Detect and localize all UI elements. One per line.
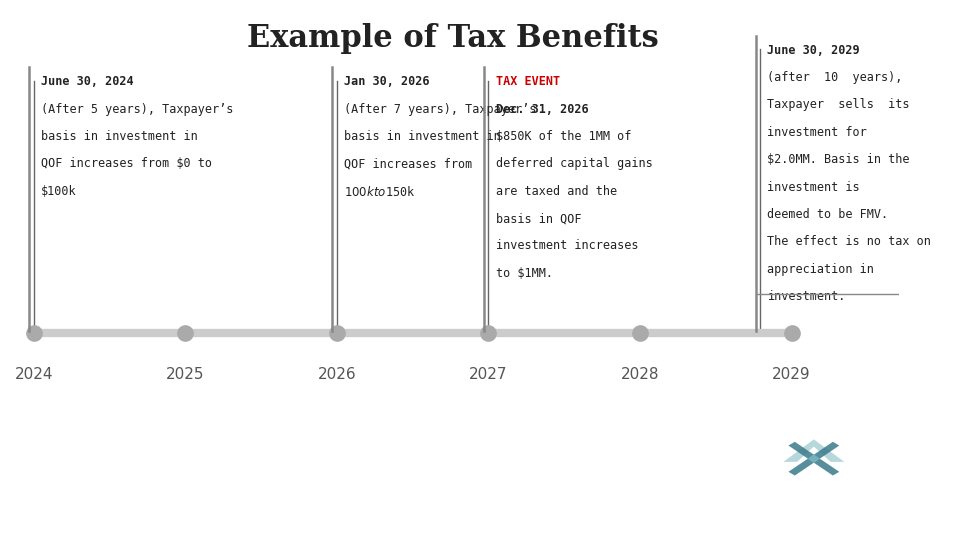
Polygon shape — [788, 442, 839, 476]
Text: are taxed and the: are taxed and the — [495, 185, 616, 198]
Text: June 30, 2029: June 30, 2029 — [767, 44, 860, 57]
Text: $100k: $100k — [41, 185, 77, 198]
Text: (After 7 years), Taxpayer’s: (After 7 years), Taxpayer’s — [344, 103, 537, 116]
Text: basis in QOF: basis in QOF — [495, 212, 581, 225]
Text: 2024: 2024 — [14, 367, 53, 382]
Polygon shape — [783, 440, 845, 462]
Text: 2027: 2027 — [469, 367, 508, 382]
Text: $100k to $150k: $100k to $150k — [344, 185, 415, 199]
Text: 2029: 2029 — [772, 367, 811, 382]
Text: (After 5 years), Taxpayer’s: (After 5 years), Taxpayer’s — [41, 103, 233, 116]
Text: June 30, 2024: June 30, 2024 — [41, 76, 133, 89]
Text: 2028: 2028 — [621, 367, 660, 382]
Text: 2026: 2026 — [318, 367, 356, 382]
Text: deemed to be FMV.: deemed to be FMV. — [767, 208, 889, 221]
Text: Jan 30, 2026: Jan 30, 2026 — [344, 76, 429, 89]
Text: investment for: investment for — [767, 126, 867, 139]
Text: basis in investment in: basis in investment in — [41, 130, 198, 143]
Text: Taxpayer  sells  its: Taxpayer sells its — [767, 98, 910, 111]
Text: to $1MM.: to $1MM. — [495, 267, 553, 280]
Text: investment increases: investment increases — [495, 239, 638, 253]
Text: Dec. 31, 2026: Dec. 31, 2026 — [495, 103, 588, 116]
Polygon shape — [788, 442, 839, 476]
Text: investment is: investment is — [767, 180, 860, 193]
Text: (after  10  years),: (after 10 years), — [767, 71, 902, 84]
Text: deferred capital gains: deferred capital gains — [495, 158, 652, 171]
Text: QOF increases from: QOF increases from — [344, 158, 472, 171]
Text: $850K of the 1MM of: $850K of the 1MM of — [495, 130, 631, 143]
Polygon shape — [807, 454, 820, 463]
Text: QOF increases from $0 to: QOF increases from $0 to — [41, 158, 212, 171]
Text: TAX EVENT: TAX EVENT — [495, 76, 560, 89]
Text: basis in investment in: basis in investment in — [344, 130, 501, 143]
Text: The effect is no tax on: The effect is no tax on — [767, 235, 931, 248]
Text: Example of Tax Benefits: Example of Tax Benefits — [247, 23, 659, 53]
Text: $2.0MM. Basis in the: $2.0MM. Basis in the — [767, 153, 910, 166]
Text: 2025: 2025 — [166, 367, 204, 382]
Text: appreciation in: appreciation in — [767, 262, 875, 275]
Text: investment.: investment. — [767, 290, 846, 303]
